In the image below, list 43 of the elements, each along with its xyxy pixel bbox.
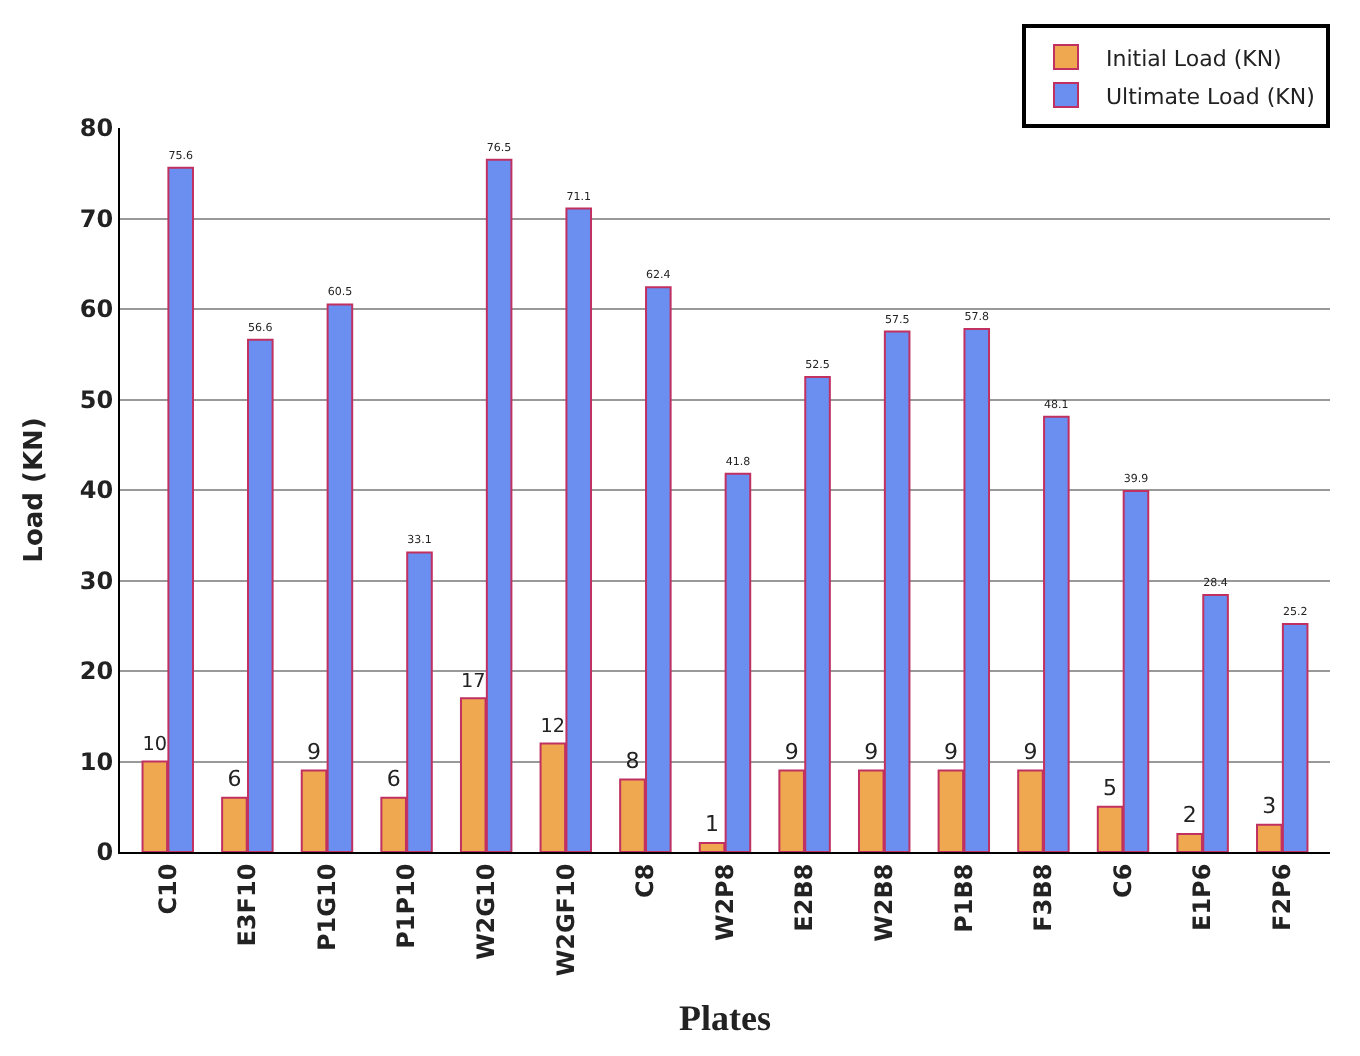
x-tick-label: E3F10 <box>233 863 262 947</box>
y-tick-label: 60 <box>79 295 114 324</box>
x-tick-label: P1P10 <box>392 863 421 949</box>
data-label: 6 <box>386 765 401 792</box>
x-tick-label: W2B8 <box>870 863 899 942</box>
x-tick-label: C8 <box>631 863 660 898</box>
data-label: 12 <box>540 716 566 739</box>
data-label: 9 <box>864 738 879 765</box>
y-tick-label: 50 <box>79 385 114 414</box>
data-label: 2 <box>1182 801 1197 828</box>
data-label: 17 <box>460 670 486 693</box>
x-tick-label: C10 <box>153 863 182 915</box>
data-label: 8 <box>625 747 640 774</box>
data-label: 9 <box>943 738 958 765</box>
y-tick-label: 40 <box>79 476 114 505</box>
data-label: 10 <box>142 734 168 757</box>
y-tick-label: 80 <box>79 114 114 143</box>
x-tick-label: W2GF10 <box>551 863 580 977</box>
x-tick-label: E1P6 <box>1188 863 1217 932</box>
data-label: 9 <box>784 738 799 765</box>
x-tick-label: E2B8 <box>790 863 819 932</box>
y-tick-label: 20 <box>79 657 114 686</box>
data-label: 6 <box>227 765 242 792</box>
y-tick-label: 10 <box>79 747 114 776</box>
x-axis-title: Plates <box>679 998 771 1039</box>
x-tick-label: P1G10 <box>312 863 341 952</box>
y-tick-label: 0 <box>96 838 114 867</box>
data-label: 9 <box>307 738 322 765</box>
y-axis-title: Load (KN) <box>19 417 50 563</box>
data-label: 1 <box>705 810 720 837</box>
data-label: 5 <box>1103 774 1118 801</box>
x-tick-label: F3B8 <box>1029 863 1058 932</box>
data-label: 9 <box>1023 738 1038 765</box>
data-label: 3 <box>1262 792 1277 819</box>
x-tick-label: C6 <box>1108 863 1137 898</box>
y-tick-label: 30 <box>79 566 114 595</box>
x-tick-label: F2P6 <box>1268 863 1297 932</box>
legend-label: Ultimate Load (KN) <box>1106 83 1315 110</box>
x-tick-label: W2P8 <box>710 863 739 942</box>
legend-label: Initial Load (KN) <box>1106 45 1282 72</box>
x-tick-label: P1B8 <box>949 863 978 933</box>
y-tick-label: 70 <box>79 204 114 233</box>
x-tick-label: W2G10 <box>471 863 500 960</box>
